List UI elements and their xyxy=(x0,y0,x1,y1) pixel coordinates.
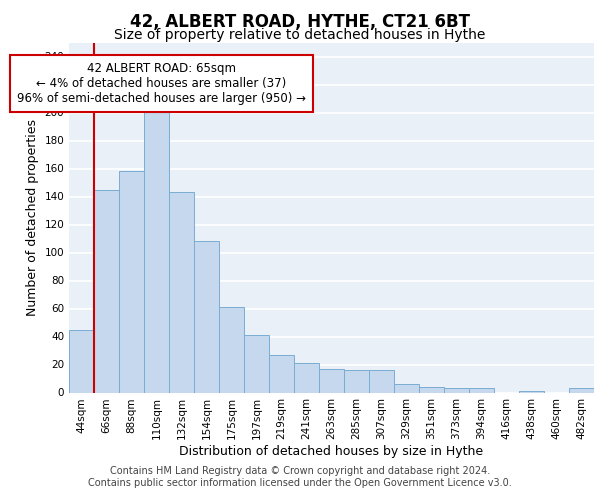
Text: 42, ALBERT ROAD, HYTHE, CT21 6BT: 42, ALBERT ROAD, HYTHE, CT21 6BT xyxy=(130,12,470,30)
Bar xyxy=(194,242,219,392)
Bar xyxy=(569,388,594,392)
Text: Contains HM Land Registry data © Crown copyright and database right 2024.
Contai: Contains HM Land Registry data © Crown c… xyxy=(88,466,512,487)
Bar xyxy=(394,384,419,392)
Bar xyxy=(94,190,119,392)
Bar xyxy=(469,388,494,392)
Bar xyxy=(269,354,294,393)
Bar xyxy=(444,388,469,392)
Bar xyxy=(119,172,144,392)
Text: Size of property relative to detached houses in Hythe: Size of property relative to detached ho… xyxy=(115,28,485,42)
Bar xyxy=(319,368,344,392)
Bar xyxy=(419,387,444,392)
X-axis label: Distribution of detached houses by size in Hythe: Distribution of detached houses by size … xyxy=(179,445,484,458)
Bar xyxy=(144,111,169,392)
Bar xyxy=(219,307,244,392)
Bar xyxy=(369,370,394,392)
Bar xyxy=(69,330,94,392)
Text: 42 ALBERT ROAD: 65sqm
← 4% of detached houses are smaller (37)
96% of semi-detac: 42 ALBERT ROAD: 65sqm ← 4% of detached h… xyxy=(17,62,306,105)
Bar xyxy=(519,391,544,392)
Bar xyxy=(294,363,319,392)
Bar xyxy=(244,335,269,392)
Bar xyxy=(344,370,369,392)
Bar xyxy=(169,192,194,392)
Y-axis label: Number of detached properties: Number of detached properties xyxy=(26,119,39,316)
